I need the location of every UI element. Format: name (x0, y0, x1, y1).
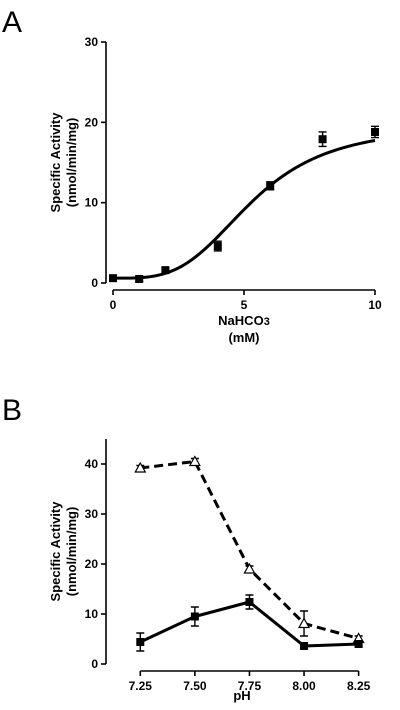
panel-b-axes (105, 439, 359, 672)
panel-a-series-1-fit-curve (113, 138, 376, 280)
panel-a-y-tick-label: 20 (85, 115, 99, 129)
panel-b-series-2-point (190, 612, 199, 621)
panel-a-series-1-point (318, 135, 327, 144)
panel-a-x-tick-label: 5 (241, 298, 248, 312)
panel-b-ticks: 0 10 20 30 40 7.25 7.50 7.75 8.00 8.25 (85, 457, 371, 693)
panel-a-y-tick-label: 10 (85, 196, 99, 210)
panel-b-series-1 (134, 455, 365, 644)
panel-a-label: A (2, 6, 22, 39)
panel-a-series (109, 125, 379, 283)
panel-b-label: B (2, 394, 22, 427)
panel-b-x-tick-label: 8.00 (292, 679, 316, 693)
panel-b-series-2-point (245, 598, 254, 606)
panel-a-y-title-line2: (nmol/min/mg) (64, 118, 79, 208)
panel-a-x-title-subscript: 3 (264, 316, 270, 328)
panel-a-axes (105, 42, 375, 291)
panel-b-x-tick-label: 7.75 (238, 679, 262, 693)
panel-a-ticks: 0 10 20 30 0 5 10 (85, 35, 382, 312)
panel-b-series-1-point (243, 562, 256, 574)
panel-b-x-title: pH (233, 688, 250, 703)
panel-a-x-unit: (mM) (228, 330, 259, 345)
panel-a-x-title: NaHCO3 (218, 313, 270, 328)
panel-b-series-1-point (134, 461, 147, 473)
panel-b-series-2-point (136, 638, 145, 646)
panel-b-y-tick-label: 10 (85, 607, 99, 621)
panel-a-x-tick-label: 0 (110, 298, 117, 312)
panel-a-x-tick-label: 10 (368, 298, 382, 312)
panel-b-y-title-line1: Specific Activity (48, 501, 63, 602)
panel-a-x-title-base: NaHCO (218, 313, 264, 328)
panel-a-series-1-point (135, 274, 144, 283)
panel-b-series-1-point (298, 617, 311, 629)
chart-panel-b: B 0 10 20 30 40 7.25 7.50 7.75 8.00 8.25 Specific… (2, 394, 371, 703)
panel-b-series-1-line (140, 460, 360, 640)
chart-panel-a: A 0 10 20 30 0 5 10 Specific Activity (nmol/mi… (2, 6, 382, 345)
panel-b-series (134, 455, 365, 652)
panel-b-series-2-point (300, 642, 309, 650)
panel-b-x-tick-label: 8.25 (347, 679, 371, 693)
panel-b-y-tick-label: 30 (85, 507, 99, 521)
panel-b-y-tick-label: 0 (91, 657, 98, 671)
panel-a-series-1-point (266, 181, 275, 190)
panel-b-x-tick-label: 7.50 (183, 679, 207, 693)
panel-a-series-1-point (213, 242, 222, 251)
panel-b-series-2 (136, 594, 363, 652)
panel-a-y-title-line1: Specific Activity (48, 112, 63, 213)
panel-a-series-1 (109, 125, 379, 283)
panel-a-y-tick-label: 0 (91, 276, 98, 290)
panel-b-y-tick-label: 20 (85, 557, 99, 571)
panel-b-y-tick-label: 40 (85, 457, 99, 471)
panel-b-series-1-point (188, 455, 201, 467)
panel-a-series-1-point (371, 127, 379, 136)
panel-b-x-tick-label: 7.25 (129, 679, 153, 693)
panel-b-series-2-point (354, 640, 363, 648)
panel-a-series-1-point (161, 266, 170, 275)
panel-a-series-1-point (109, 274, 117, 283)
panel-b-y-title-line2: (nmol/min/mg) (64, 507, 79, 597)
panel-a-y-tick-label: 30 (85, 35, 99, 49)
